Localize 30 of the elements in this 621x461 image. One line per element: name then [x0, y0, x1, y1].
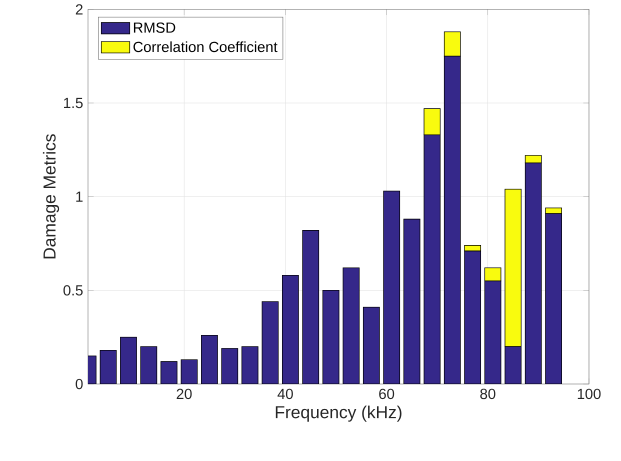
bar — [120, 336, 137, 384]
x-tick-label: 100 — [578, 388, 601, 400]
bar — [383, 190, 400, 384]
bar — [362, 306, 380, 384]
bar — [242, 346, 258, 384]
y-tick-label: 1 — [76, 192, 83, 202]
x-tick-label: 20 — [176, 388, 192, 400]
bar — [342, 268, 360, 384]
bar — [140, 346, 158, 384]
x-tick-label: 40 — [278, 388, 293, 400]
legend-label: RMSD — [134, 22, 176, 33]
y-axis-title: Damage Metrics — [42, 134, 60, 258]
bar — [403, 218, 420, 384]
x-axis-title: Frequency (kHz) — [276, 406, 402, 422]
x-tick-label: 80 — [480, 388, 496, 400]
y-tick-label: 2 — [76, 4, 83, 14]
bar — [302, 230, 320, 384]
bar — [262, 301, 279, 384]
bar — [180, 359, 198, 384]
y-tick-label: 1.5 — [64, 98, 83, 108]
bar — [221, 348, 238, 384]
bar — [160, 361, 178, 384]
bar — [322, 290, 340, 384]
y-tick-label: 0.5 — [63, 285, 83, 296]
legend-label: Correlation Coefficient — [133, 41, 278, 52]
bar — [100, 350, 117, 384]
y-tick-label: 0 — [76, 378, 83, 390]
x-tick-label: 60 — [379, 388, 394, 400]
bar — [282, 275, 299, 384]
bar — [201, 334, 218, 384]
